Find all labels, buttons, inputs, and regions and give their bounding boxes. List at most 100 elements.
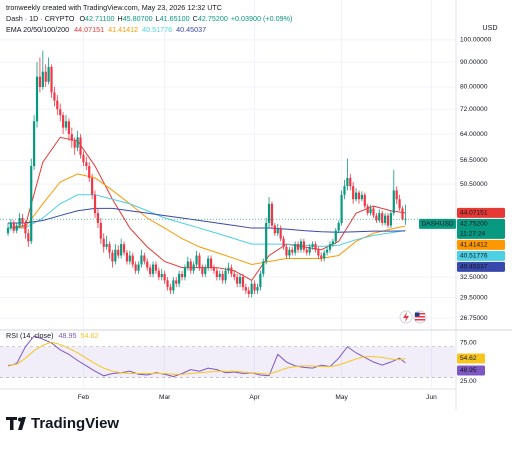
candle-body <box>204 267 207 274</box>
candle-body <box>325 249 329 253</box>
candle-body <box>186 261 189 268</box>
candle-body <box>253 283 256 291</box>
candle-body <box>244 287 247 291</box>
candle-body <box>212 267 216 271</box>
candle-body <box>282 238 285 247</box>
x-tick-label: Feb <box>78 394 90 401</box>
candle-body <box>308 246 311 253</box>
y-tick-label: 26.75000 <box>460 315 488 322</box>
candle-body <box>404 219 407 221</box>
candle-body <box>273 225 276 234</box>
candle-body <box>163 273 166 281</box>
ema-badge-label: 40.51776 <box>460 253 488 260</box>
candle-body <box>215 270 218 278</box>
candle-body <box>378 213 381 221</box>
ema-value: 44.07151 <box>74 25 104 34</box>
ohlc-value: 42.75200 <box>198 14 228 23</box>
y-tick-label: 80.00000 <box>460 84 488 91</box>
ema-value: 40.45037 <box>176 25 206 34</box>
candle-body <box>279 228 282 239</box>
candle-body <box>53 92 56 101</box>
overlay-layer: tronweekly created with TradingView.com,… <box>0 0 512 432</box>
ema-badge-label: 44.07151 <box>460 210 488 217</box>
icons <box>399 310 427 324</box>
candle-body <box>73 140 76 148</box>
candle-body <box>50 66 53 93</box>
rsi-value: 54.62 <box>81 331 99 340</box>
candle-body <box>288 249 291 256</box>
candle-body <box>334 230 337 242</box>
ema-value: 41.41412 <box>108 25 138 34</box>
candle-body <box>238 277 242 284</box>
candle-body <box>331 241 334 245</box>
candle-body <box>392 190 395 214</box>
candle-body <box>180 273 184 278</box>
candle-body <box>175 280 178 284</box>
candle-body <box>247 290 250 294</box>
price-badge <box>457 261 505 272</box>
ticker: DASHUSD <box>421 221 453 228</box>
ema-line <box>8 207 406 233</box>
candle-body <box>230 267 233 274</box>
candle-body <box>311 244 314 247</box>
candle-body <box>111 252 114 262</box>
brand-name: TradingView <box>31 415 119 432</box>
candle-body <box>357 192 361 200</box>
candle-body <box>62 115 65 128</box>
x-tick-label: Mar <box>159 394 171 401</box>
candle-body <box>296 244 300 250</box>
brand-logo: TradingView <box>6 415 119 432</box>
rsi-badge-label: 54.62 <box>460 355 477 362</box>
rsi-badge <box>457 365 485 376</box>
logo-v <box>18 417 26 430</box>
ema-line <box>8 194 406 247</box>
candle-body <box>44 71 47 82</box>
candle-body <box>224 270 227 281</box>
candle-body <box>128 255 131 262</box>
candle-body <box>317 249 320 256</box>
credit: tronweekly created with TradingView.com,… <box>6 3 222 12</box>
rsi-line <box>7 341 406 375</box>
symbol-legend: Dash · 1D · CRYPTO O42.71100 H45.80700 L41.… <box>6 14 292 23</box>
candle-body <box>267 203 271 223</box>
rsi-line <box>7 335 406 378</box>
x-tick-label: Jun <box>426 394 437 401</box>
rsi-tick-label: 75.00 <box>460 340 477 347</box>
x-tick-label: May <box>335 394 348 401</box>
candle-body <box>201 267 204 274</box>
candle-body <box>386 215 390 226</box>
candle-body <box>79 137 82 155</box>
y-tick-label: 50.50000 <box>460 181 488 188</box>
candle-body <box>285 246 288 256</box>
price-badge <box>457 207 505 218</box>
rsi-badge <box>457 353 485 364</box>
candle-body <box>122 244 126 253</box>
candle-body <box>189 261 192 271</box>
candle-body <box>15 225 18 231</box>
price-badge <box>457 218 505 239</box>
candle-body <box>323 252 326 259</box>
candle-body <box>398 199 401 209</box>
currency: USD <box>482 23 497 32</box>
candle-body <box>221 273 224 281</box>
candle-body <box>143 255 146 262</box>
candle-body <box>160 273 163 278</box>
candle-body <box>195 255 198 265</box>
candle-body <box>383 215 387 223</box>
candle-body <box>320 255 323 259</box>
candle-body <box>270 203 274 226</box>
flag-stripe <box>415 316 425 318</box>
ohlc-label: C <box>193 14 198 23</box>
candle-body <box>291 249 294 253</box>
candle-body <box>6 228 10 234</box>
rsi-title: RSI (14, close) <box>6 331 54 340</box>
flash-glyph <box>403 312 409 322</box>
ohlc-label: O <box>79 14 85 23</box>
candle-body <box>218 273 221 278</box>
flag-stripe <box>415 313 425 315</box>
flag-stripe <box>415 319 425 321</box>
candle-body <box>9 222 13 229</box>
candle-body <box>137 264 140 271</box>
candle-body <box>305 249 308 253</box>
marks-layer <box>0 50 455 378</box>
